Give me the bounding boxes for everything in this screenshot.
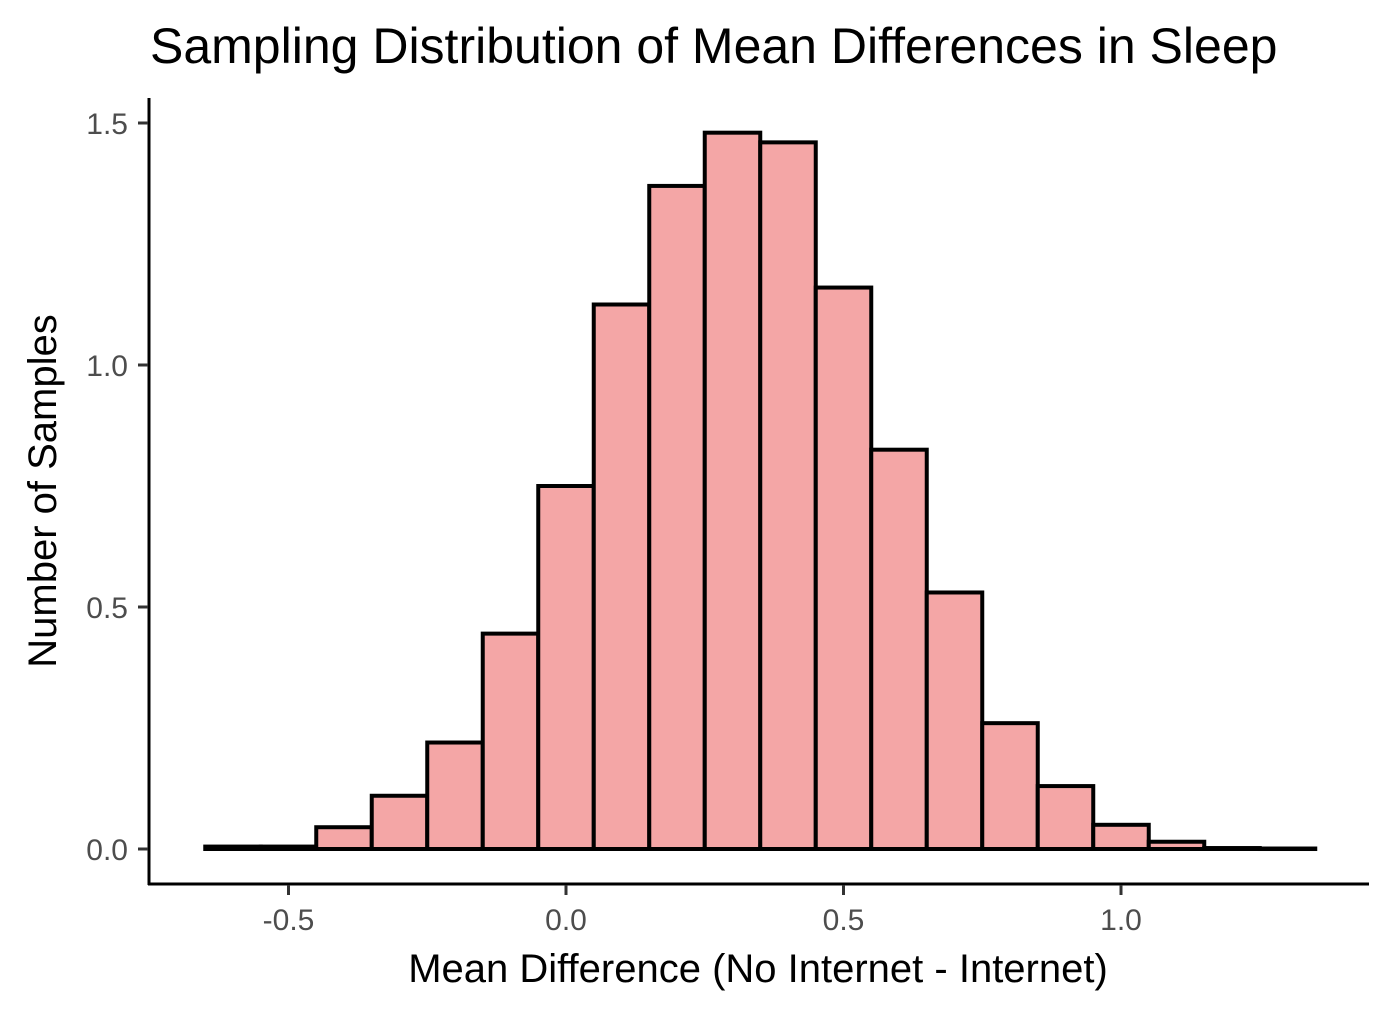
x-tick-label: 0.0 [545,904,587,937]
histogram-bar [425,740,485,852]
bars-group [203,130,1318,852]
x-axis-title: Mean Difference (No Internet - Internet) [408,947,1108,991]
histogram-bar [1035,784,1096,852]
histogram-bar [1091,822,1151,851]
x-tick-label: 0.5 [823,904,865,937]
x-tick-label: -0.5 [263,904,315,937]
y-tick-label: 0.0 [86,834,128,867]
histogram-bar [813,285,874,851]
histogram-bar [480,631,541,851]
histogram-bar [980,721,1040,851]
histogram-bar [1257,846,1318,852]
histogram-bar [702,130,763,851]
histogram-bar [591,302,652,851]
histogram-bar [369,793,430,852]
x-ticks-group: -0.5 0.0 0.5 1.0 [263,885,1142,937]
y-tick-label: 0.5 [86,592,128,625]
histogram-bar [924,590,985,851]
chart-title: Sampling Distribution of Mean Difference… [150,18,1277,74]
histogram-bar [647,183,707,852]
histogram-bar [536,484,596,851]
histogram-bar [314,825,374,851]
histogram-bar [203,844,263,852]
y-tick-label: 1.5 [86,108,128,141]
y-ticks-group: 0.0 0.5 1.0 1.5 [86,108,148,867]
y-tick-label: 1.0 [86,350,128,383]
histogram-bar [758,140,818,852]
y-axis-title: Number of Samples [21,314,65,667]
x-tick-label: 1.0 [1100,904,1142,937]
histogram-bar [1202,846,1262,851]
histogram-bar [869,447,929,851]
histogram-bar [1146,839,1207,851]
histogram-bar [258,844,319,852]
